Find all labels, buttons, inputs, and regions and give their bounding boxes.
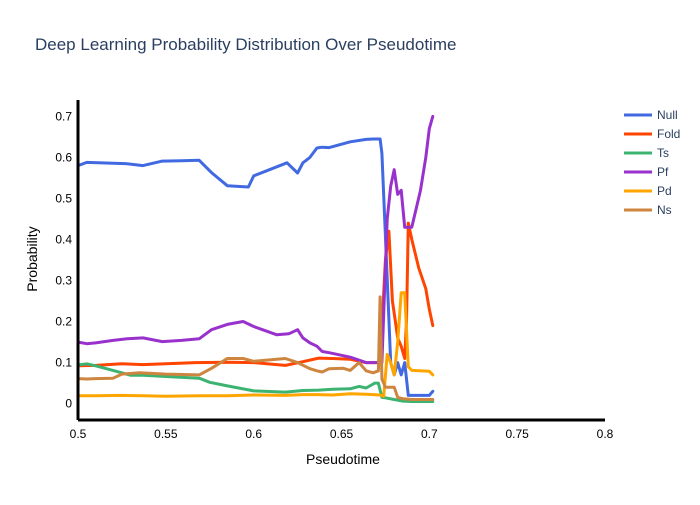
legend-item-ns[interactable]: Ns bbox=[624, 203, 672, 217]
legend-label: Ts bbox=[657, 146, 669, 160]
y-tick-label: 0.1 bbox=[55, 356, 72, 370]
y-tick-label: 0.3 bbox=[55, 274, 72, 288]
series-line-ts[interactable] bbox=[76, 362, 435, 403]
legend-label: Pf bbox=[657, 165, 669, 179]
legend-item-pd[interactable]: Pd bbox=[624, 184, 672, 198]
y-axis-title: Probability bbox=[24, 226, 40, 291]
y-tick-label: 0.4 bbox=[55, 232, 72, 246]
y-tick-label: 0.6 bbox=[55, 150, 72, 164]
y-tick-label: 0.5 bbox=[55, 191, 72, 205]
x-tick-label: 0.7 bbox=[421, 427, 438, 441]
legend-item-pf[interactable]: Pf bbox=[624, 165, 669, 179]
legend-label: Pd bbox=[657, 184, 672, 198]
plot-area bbox=[76, 114, 435, 403]
legend-label: Ns bbox=[657, 203, 672, 217]
x-axis-ticks: 0.5 0.55 0.6 0.65 0.7 0.75 0.8 bbox=[70, 427, 614, 441]
y-tick-label: 0.7 bbox=[55, 109, 72, 123]
legend-item-fold[interactable]: Fold bbox=[624, 127, 680, 141]
legend-label: Null bbox=[657, 108, 678, 122]
x-tick-label: 0.55 bbox=[154, 427, 178, 441]
y-axis-ticks: 0 0.1 0.2 0.3 0.4 0.5 0.6 0.7 bbox=[55, 109, 72, 410]
series-line-pd[interactable] bbox=[76, 291, 435, 398]
legend-item-ts[interactable]: Ts bbox=[624, 146, 669, 160]
legend-item-null[interactable]: Null bbox=[624, 108, 678, 122]
x-tick-label: 0.75 bbox=[505, 427, 529, 441]
legend-label: Fold bbox=[657, 127, 680, 141]
series-line-ns[interactable] bbox=[76, 295, 435, 401]
x-tick-label: 0.6 bbox=[245, 427, 262, 441]
series-line-pf[interactable] bbox=[76, 114, 435, 365]
x-tick-label: 0.65 bbox=[330, 427, 354, 441]
y-tick-label: 0.2 bbox=[55, 315, 72, 329]
x-tick-label: 0.5 bbox=[70, 427, 87, 441]
y-tick-label: 0 bbox=[65, 397, 72, 411]
legend[interactable]: Null Fold Ts Pf Pd Ns bbox=[624, 108, 680, 217]
x-tick-label: 0.8 bbox=[597, 427, 614, 441]
x-axis-title: Pseudotime bbox=[306, 451, 380, 467]
chart-title: Deep Learning Probability Distribution O… bbox=[35, 35, 456, 54]
series-line-null[interactable] bbox=[76, 137, 435, 397]
